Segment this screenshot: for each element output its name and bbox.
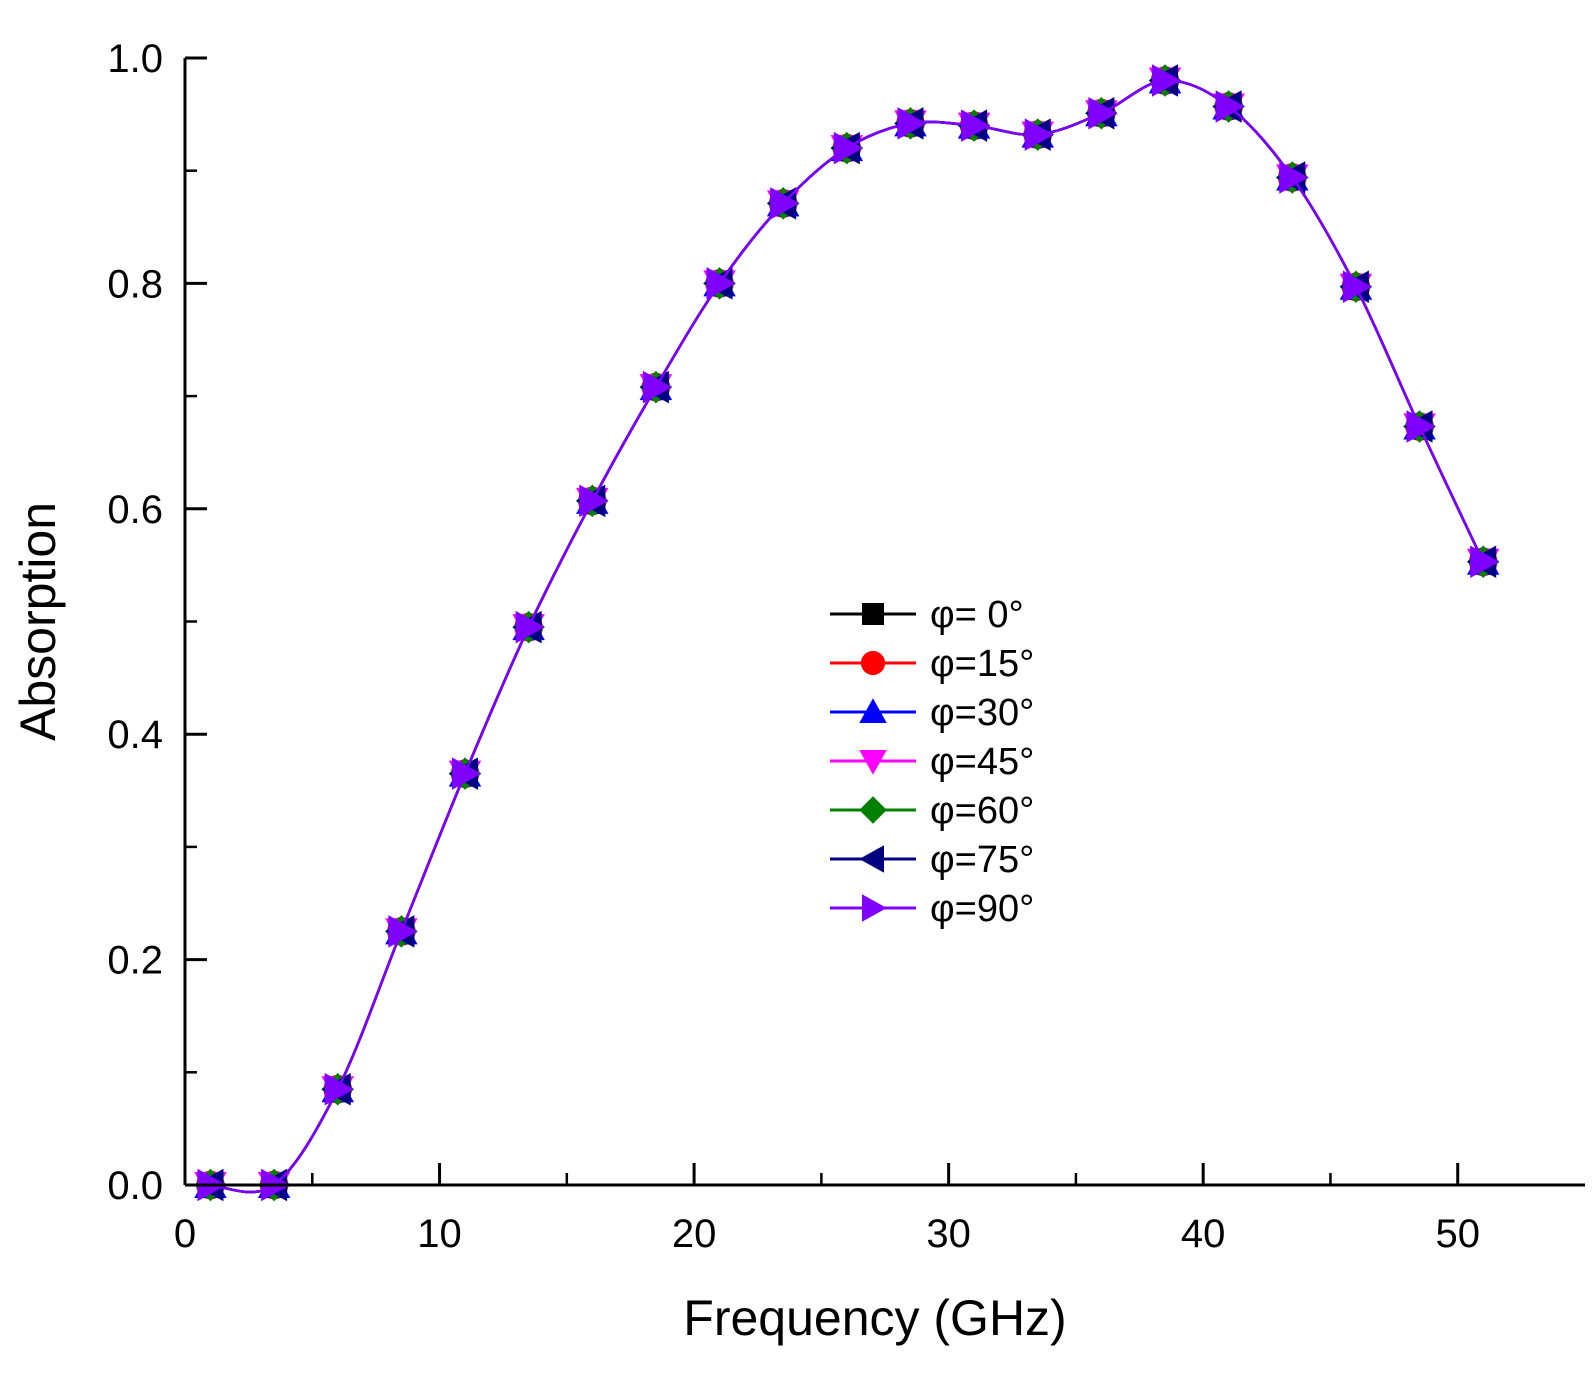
series-4 <box>194 64 1500 1202</box>
data-point <box>452 757 482 790</box>
data-point <box>1024 118 1054 151</box>
y-tick-label: 0.6 <box>107 488 163 532</box>
legend-label: φ= 0° <box>930 594 1024 636</box>
series-0 <box>197 67 1497 1198</box>
data-point <box>1406 410 1436 443</box>
data-point <box>515 610 545 644</box>
data-point <box>897 107 927 140</box>
series-line <box>210 79 1485 1194</box>
legend-marker <box>862 603 884 625</box>
x-tick-label: 30 <box>926 1212 971 1256</box>
x-tick-label: 20 <box>672 1212 717 1256</box>
x-tick-label: 10 <box>417 1212 462 1256</box>
legend-label: φ=15° <box>930 643 1034 685</box>
legend-marker <box>859 796 887 824</box>
legend-label: φ=45° <box>930 741 1034 783</box>
legend-item: φ=15° <box>830 643 1034 685</box>
data-point <box>770 187 800 220</box>
legend-item: φ=45° <box>830 741 1034 783</box>
legend-label: φ=30° <box>930 692 1034 734</box>
data-point <box>1279 161 1309 194</box>
legend-marker <box>859 698 887 723</box>
legend-item: φ=30° <box>830 692 1034 734</box>
legend-label: φ=90° <box>930 888 1034 930</box>
series-line <box>210 79 1485 1194</box>
data-point <box>961 109 991 142</box>
data-point <box>324 1072 354 1106</box>
y-tick-label: 0.2 <box>107 939 163 983</box>
legend-item: φ= 0° <box>830 594 1024 636</box>
series-5 <box>194 64 1497 1202</box>
x-tick-label: 40 <box>1181 1212 1226 1256</box>
series-line <box>210 79 1485 1194</box>
legend-label: φ=60° <box>930 790 1034 832</box>
legend-item: φ=75° <box>830 839 1034 881</box>
data-point <box>1152 64 1182 97</box>
legend-marker <box>859 750 887 775</box>
legend-marker <box>859 845 884 873</box>
data-point <box>706 267 736 300</box>
y-tick-label: 0.4 <box>107 713 163 757</box>
series-line <box>210 79 1485 1194</box>
y-tick-label: 0.0 <box>107 1164 163 1208</box>
legend: φ= 0° φ=15° φ=30° φ=45° φ=60° φ=75° φ=90° <box>830 594 1034 930</box>
y-axis-title: Absorption <box>10 502 66 741</box>
series-1 <box>196 66 1498 1200</box>
legend-label: φ=75° <box>930 839 1034 881</box>
data-point <box>1342 270 1373 304</box>
data-point <box>388 915 418 948</box>
series-3 <box>194 67 1500 1202</box>
series-line <box>210 79 1485 1194</box>
data-point <box>1088 96 1118 130</box>
x-axis-title: Frequency (GHz) <box>683 1290 1066 1346</box>
legend-marker <box>862 894 887 922</box>
x-tick-label: 0 <box>174 1212 196 1256</box>
legend-marker <box>860 650 886 676</box>
y-tick-label: 0.8 <box>107 262 163 306</box>
series-2 <box>194 64 1500 1198</box>
axes: 0 10 20 30 40 50 0.0 0.2 0.4 0.6 0.8 1.0 <box>107 37 1585 1256</box>
series-layer <box>194 64 1500 1202</box>
data-point <box>579 484 609 518</box>
y-tick-label: 1.0 <box>107 37 163 81</box>
data-point <box>642 370 673 404</box>
data-point <box>833 131 864 165</box>
x-tick-label: 50 <box>1435 1212 1480 1256</box>
series-line <box>210 79 1485 1194</box>
data-point <box>1215 90 1245 123</box>
legend-item: φ=60° <box>830 790 1034 832</box>
series-line <box>210 79 1485 1194</box>
data-point <box>1470 545 1500 579</box>
series-6 <box>197 64 1500 1202</box>
legend-item: φ=90° <box>830 888 1034 930</box>
